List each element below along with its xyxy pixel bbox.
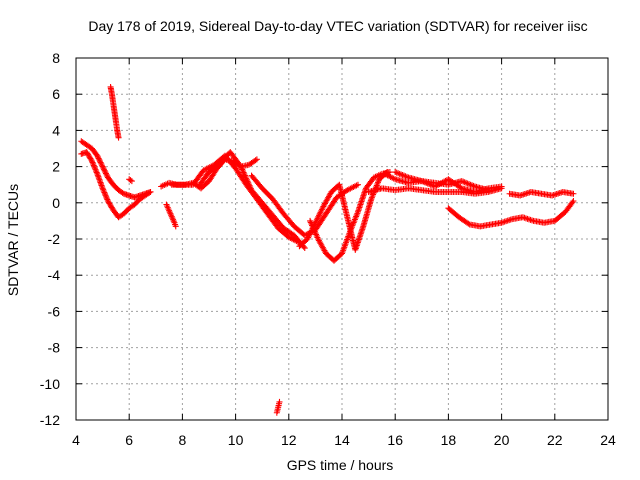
data-point <box>100 188 107 195</box>
data-point <box>570 190 577 197</box>
data-point <box>90 160 97 167</box>
x-tick-label: 14 <box>334 432 350 448</box>
y-tick-label: 0 <box>52 195 60 211</box>
data-point <box>92 166 99 173</box>
data-point <box>465 220 472 227</box>
data-point <box>252 157 259 164</box>
data-point <box>100 186 107 193</box>
x-tick-label: 24 <box>600 432 616 448</box>
data-point <box>100 166 107 173</box>
data-point <box>172 223 179 230</box>
data-point <box>276 398 283 405</box>
data-point <box>88 156 95 163</box>
data-point <box>88 158 95 165</box>
data-point <box>570 197 577 204</box>
series-10 <box>273 398 283 416</box>
y-axis-label: SDTVAR / TECUs <box>5 184 21 296</box>
y-tick-label: -12 <box>40 412 60 428</box>
data-point <box>104 196 111 203</box>
data-point <box>94 152 101 159</box>
data-point <box>101 167 108 174</box>
y-tick-label: 4 <box>52 122 60 138</box>
data-point <box>98 162 105 169</box>
x-tick-label: 12 <box>281 432 297 448</box>
chart-title: Day 178 of 2019, Sidereal Day-to-day VTE… <box>88 18 587 34</box>
data-point <box>119 189 126 196</box>
data-point <box>146 189 153 196</box>
series-15 <box>392 169 505 195</box>
x-tick-label: 10 <box>228 432 244 448</box>
data-point <box>127 177 134 184</box>
x-tick-label: 18 <box>441 432 457 448</box>
series-3 <box>107 83 122 141</box>
data-point <box>93 169 100 176</box>
grid <box>76 58 608 420</box>
series-2 <box>78 149 154 221</box>
data-point <box>96 158 103 165</box>
series-17 <box>506 188 577 199</box>
x-tick-label: 16 <box>387 432 403 448</box>
data-point <box>93 168 100 175</box>
data-point <box>253 156 260 163</box>
data-point <box>354 181 361 188</box>
series-13 <box>365 185 505 197</box>
series-16 <box>445 197 577 230</box>
x-axis-label: GPS time / hours <box>287 457 394 473</box>
data-point <box>102 169 109 176</box>
y-tick-label: -4 <box>48 267 61 283</box>
y-tick-label: -6 <box>48 303 61 319</box>
series-1 <box>78 138 154 201</box>
y-tick-label: 8 <box>52 50 60 66</box>
data-point <box>98 160 105 167</box>
data-point <box>97 159 104 166</box>
x-tick-label: 6 <box>125 432 133 448</box>
data-point <box>301 245 308 252</box>
data-point <box>102 170 109 177</box>
data-point <box>101 190 108 197</box>
data-point <box>457 184 464 191</box>
data-point <box>91 163 98 170</box>
x-tick-label: 8 <box>179 432 187 448</box>
data-point <box>96 156 103 163</box>
data-point <box>498 183 505 190</box>
y-tick-label: 2 <box>52 159 60 175</box>
data-point <box>147 188 154 195</box>
data-point <box>102 192 109 199</box>
series-5 <box>163 201 179 230</box>
series-4 <box>126 176 135 185</box>
data-point <box>99 185 106 192</box>
data-point <box>94 154 101 161</box>
data-point <box>99 163 106 170</box>
x-tick-label: 4 <box>72 432 80 448</box>
data-point <box>95 155 102 162</box>
data-point <box>128 178 135 185</box>
series-8 <box>195 149 308 252</box>
data-point <box>91 165 98 172</box>
data-marks <box>78 83 577 416</box>
data-point <box>101 189 108 196</box>
x-tick-label: 20 <box>494 432 510 448</box>
data-point <box>100 164 107 171</box>
data-point <box>569 199 576 206</box>
data-point <box>103 171 110 178</box>
data-point <box>103 193 110 200</box>
y-tick-label: -10 <box>40 376 60 392</box>
data-point <box>115 134 122 141</box>
y-tick-label: 6 <box>52 86 60 102</box>
series-12 <box>307 169 393 264</box>
data-point <box>90 162 97 169</box>
y-tick-label: -2 <box>48 231 61 247</box>
y-tick-label: -8 <box>48 340 61 356</box>
x-tick-label: 22 <box>547 432 563 448</box>
series-11 <box>296 169 391 253</box>
data-point <box>89 159 96 166</box>
data-point <box>386 169 393 176</box>
data-point <box>103 195 110 202</box>
